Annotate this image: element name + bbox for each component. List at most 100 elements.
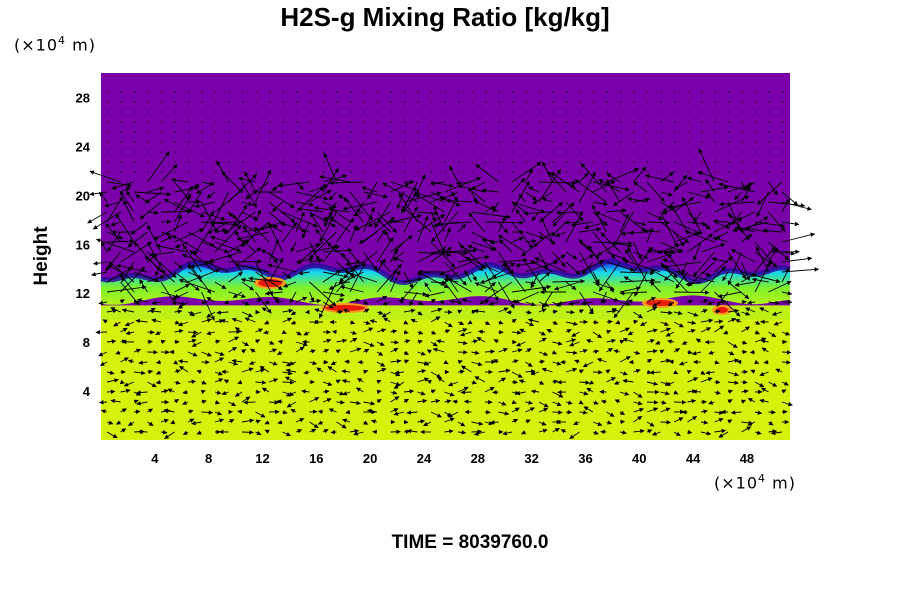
wind-vector (237, 380, 243, 385)
wind-vector (133, 191, 172, 197)
wind-vector (600, 232, 621, 253)
wind-vector (147, 210, 159, 215)
wind-vector (714, 379, 721, 385)
wind-vector (341, 369, 351, 374)
wind-vector (214, 281, 227, 290)
wind-vector (471, 350, 480, 355)
wind-vector (98, 400, 108, 405)
wind-vector (552, 309, 558, 315)
wind-vector (382, 301, 391, 306)
wind-vector (687, 191, 711, 199)
wind-vector (619, 213, 629, 233)
wind-vector (133, 348, 142, 353)
wind-vector (322, 269, 342, 283)
wind-vector (170, 419, 176, 425)
wind-vector (467, 244, 486, 253)
wind-vector (417, 377, 429, 383)
wind-vector (255, 328, 264, 333)
wind-vector (511, 379, 518, 385)
wind-vector (538, 359, 545, 365)
wind-vector (570, 221, 594, 227)
wind-vector (376, 263, 402, 293)
wind-vector (335, 349, 341, 354)
wind-vector (349, 261, 366, 293)
wind-vector (660, 241, 683, 253)
wind-vector (401, 205, 432, 233)
wind-vector (624, 249, 634, 263)
wind-vector (478, 329, 486, 334)
wind-vector (98, 300, 108, 306)
wind-vector (511, 221, 533, 249)
wind-vector (481, 188, 499, 193)
wind-vector (527, 318, 540, 323)
wind-vector (646, 296, 656, 303)
wind-vector (187, 409, 194, 414)
wind-vector (457, 421, 466, 427)
wind-vector (565, 350, 578, 355)
wind-vector (242, 239, 256, 253)
wind-vector (410, 318, 418, 323)
wind-vector (444, 321, 453, 328)
wind-vector (295, 341, 308, 347)
wind-vector (244, 317, 256, 323)
wind-vector (390, 408, 399, 413)
wind-vector (234, 327, 243, 333)
wind-vector (255, 419, 261, 424)
wind-vector (444, 417, 455, 423)
wind-vector (279, 221, 310, 233)
wind-vector (633, 428, 645, 434)
wind-vector (390, 358, 402, 364)
wind-vector (234, 262, 270, 273)
wind-vector (662, 258, 675, 263)
wind-vector (179, 365, 189, 373)
wind-vector (623, 276, 634, 283)
wind-vector (448, 381, 459, 387)
wind-vector (530, 389, 540, 394)
wind-vector (646, 421, 655, 427)
wind-vector (255, 430, 262, 436)
wind-vector (100, 241, 108, 253)
wind-vector (557, 300, 567, 306)
wind-vector (525, 419, 531, 424)
wind-vector (530, 371, 540, 376)
wind-vector (358, 231, 378, 244)
wind-vector (309, 258, 324, 263)
wind-vector (660, 327, 672, 333)
wind-vector (309, 409, 318, 415)
wind-vector (363, 251, 378, 271)
wind-vector (228, 271, 243, 283)
wind-vector (673, 290, 710, 295)
time-label: TIME = 8039760.0 (391, 532, 549, 553)
wind-vector (527, 186, 540, 193)
wind-vector (633, 368, 641, 374)
wind-vector (322, 301, 334, 309)
wind-vector (552, 320, 559, 325)
wind-vector (768, 409, 776, 415)
wind-vector (403, 398, 409, 404)
wind-vector (580, 163, 607, 193)
wind-vector (481, 237, 499, 243)
wind-vector (272, 201, 283, 213)
wind-vector (155, 359, 162, 365)
wind-vector (619, 419, 626, 425)
wind-vector (201, 399, 207, 404)
wind-vector (376, 389, 382, 395)
wind-vector (781, 360, 791, 365)
x-tick-label: 48 (740, 451, 754, 466)
wind-vector (116, 420, 122, 425)
wind-vector (467, 187, 486, 203)
wind-vector (646, 306, 658, 313)
wind-vector (174, 214, 182, 233)
wind-vector (187, 231, 215, 247)
wind-vector (206, 297, 216, 303)
wind-vector (160, 339, 166, 345)
wind-vector (622, 337, 634, 343)
wind-vector (565, 181, 576, 189)
wind-vector (241, 430, 254, 435)
wind-vector (206, 311, 216, 318)
wind-vector (394, 241, 405, 253)
wind-vector (89, 170, 121, 183)
wind-vector (163, 408, 175, 413)
wind-vector (498, 281, 515, 309)
wind-vector (160, 389, 169, 394)
